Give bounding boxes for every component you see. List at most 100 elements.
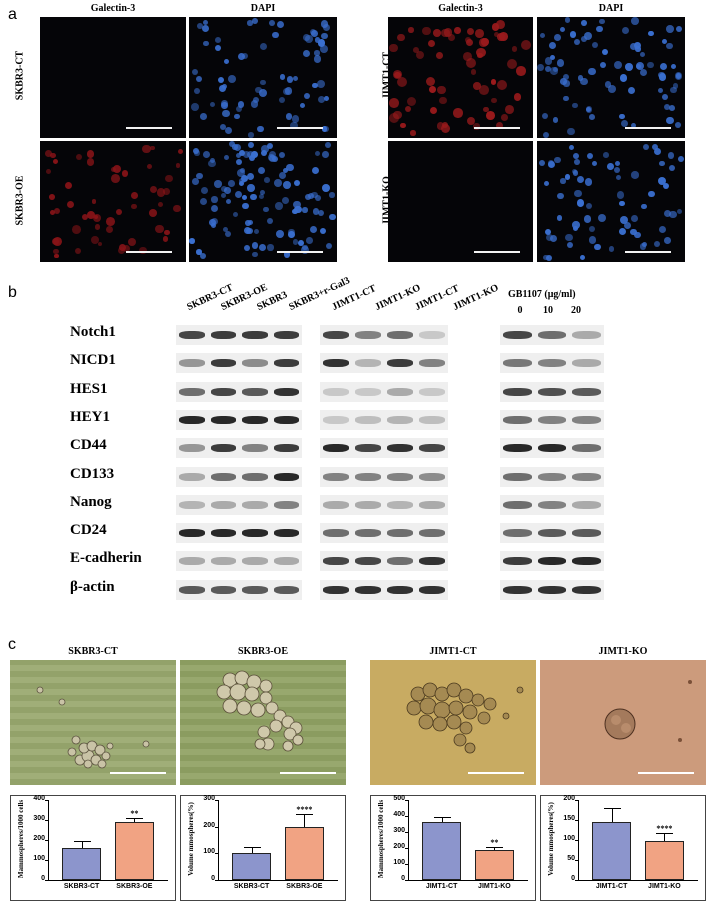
sphere-cluster-skbr3-oe [216, 670, 304, 752]
blot-band [242, 585, 268, 594]
blot-band [355, 472, 381, 481]
cell-dot [592, 41, 599, 48]
cell-dot [574, 189, 582, 197]
cell-dot [242, 202, 249, 210]
cell-dot [284, 87, 293, 95]
cell-dot [224, 187, 231, 194]
error-cap [656, 832, 674, 834]
error-bar [304, 813, 306, 828]
cell-dot [507, 59, 518, 70]
cell-dot [293, 75, 299, 81]
y-tick-mark [405, 848, 408, 849]
cell-dot [550, 54, 556, 61]
cell-dot [428, 40, 436, 48]
cell-dot [586, 203, 593, 210]
x-axis [578, 880, 698, 881]
blot-strip [500, 466, 604, 487]
cell-dot [49, 194, 55, 200]
cell-dot [630, 228, 638, 236]
protein-label: NICD1 [70, 352, 116, 369]
cell-dot [199, 197, 207, 205]
y-axis [48, 800, 49, 880]
blot-band [387, 529, 413, 538]
blot-band [273, 472, 299, 481]
cell-dot [497, 33, 505, 41]
protein-label: Nanog [70, 493, 112, 510]
cell-dot [631, 122, 637, 128]
y-tick-mark [405, 864, 408, 865]
cell-dot [588, 67, 596, 76]
cell-dot [671, 64, 677, 70]
cell-dot [602, 49, 609, 56]
cell-dot [191, 103, 199, 111]
cell-dot [165, 174, 173, 183]
y-tick-label: 300 [393, 827, 405, 834]
blot-band [572, 387, 601, 396]
cell-dot [199, 252, 206, 259]
blot-band [179, 529, 205, 538]
blot-band [503, 472, 532, 481]
cell-dot [465, 37, 472, 44]
cell-dot [259, 244, 267, 252]
cell-dot [675, 121, 681, 128]
cell-dot [258, 194, 264, 200]
cell-dot [320, 20, 329, 29]
cell-dot [248, 132, 254, 138]
blot-band [387, 359, 413, 368]
blot-strip [176, 381, 302, 402]
cell-dot [245, 227, 253, 235]
cell-dot [676, 209, 682, 215]
cell-dot [302, 207, 308, 213]
cell-dot [208, 159, 216, 168]
blot-band [242, 387, 268, 396]
protein-label: β-actin [70, 578, 115, 595]
col-title-dapi-right: DAPI [598, 3, 624, 14]
cell-dot [573, 39, 580, 46]
blot-band [210, 359, 236, 368]
cell-dot [94, 215, 99, 220]
cell-dot [572, 153, 579, 159]
blot-band [210, 585, 236, 594]
micrograph-skbr3-ct-galectin3 [40, 17, 186, 138]
cell-dot [141, 144, 151, 154]
cell-dot [239, 177, 245, 184]
significance-label: **** [296, 804, 313, 814]
cell-dot [565, 233, 573, 242]
blot-band [242, 444, 268, 453]
blot-band [537, 500, 567, 509]
x-tick-label: SKBR3-OE [286, 883, 323, 890]
cell-dot [576, 199, 585, 207]
blot-band [323, 529, 349, 538]
y-tick-mark [405, 800, 408, 801]
blot-band [179, 387, 205, 396]
cell-dot [255, 87, 262, 94]
cell-dot [177, 148, 184, 155]
cell-dot [282, 197, 290, 204]
cell-dot [471, 69, 477, 75]
cell-dot [210, 218, 218, 226]
cell-dot [286, 163, 294, 172]
cell-dot [247, 184, 255, 193]
blot-band [537, 359, 567, 368]
cell-dot [557, 215, 563, 221]
blot-band [419, 359, 445, 368]
blot-band [273, 557, 299, 566]
cell-dot [389, 43, 398, 52]
cell-dot [548, 42, 556, 50]
cell-dot [544, 57, 553, 65]
cell-dot [543, 254, 549, 261]
cell-dot [222, 109, 230, 118]
cell-dot [648, 30, 654, 37]
cell-dot [635, 62, 644, 71]
blot-band [242, 500, 268, 509]
blot-strip [500, 381, 604, 402]
cell-dot [227, 75, 236, 83]
cell-dot [416, 51, 425, 60]
col-title-galectin3-right: Galectin-3 [438, 3, 483, 14]
cell-dot [313, 55, 322, 63]
cell-dot [542, 113, 549, 120]
blot-strip [176, 523, 302, 544]
blot-band [179, 585, 205, 594]
cell-dot [54, 253, 59, 259]
blot-band [355, 500, 381, 509]
